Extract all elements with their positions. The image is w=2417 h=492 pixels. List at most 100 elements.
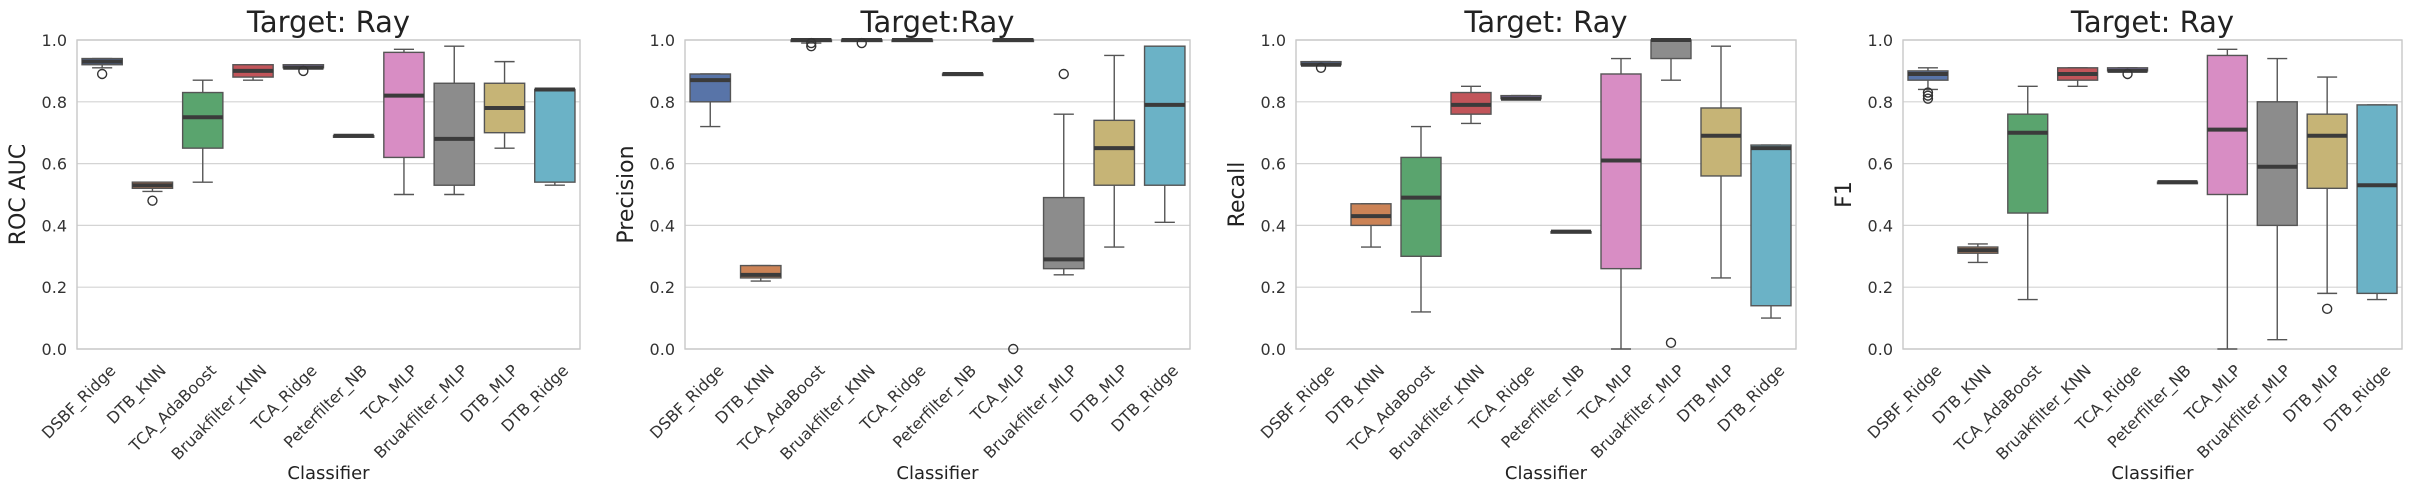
x-tick-label: TCA_AdaBoost bbox=[1950, 361, 2046, 457]
box-tca-ridge bbox=[2106, 67, 2149, 80]
box-tca-ridge bbox=[891, 38, 934, 43]
x-tick-label: DSBF_Ridge bbox=[38, 361, 120, 443]
outlier-point bbox=[1922, 87, 1934, 98]
x-tick-label: TCA_AdaBoost bbox=[125, 361, 221, 457]
box-dtb-knn bbox=[1957, 243, 1999, 264]
box-dtb-mlp bbox=[2306, 76, 2348, 315]
iqr-box bbox=[534, 88, 576, 183]
chart-title: Target: Ray bbox=[1463, 5, 1627, 39]
iqr-box bbox=[2256, 101, 2298, 227]
x-tick-label: TCA_AdaBoost bbox=[733, 361, 829, 457]
iqr-box bbox=[2007, 113, 2049, 214]
x-axis-label: Classifier bbox=[896, 463, 979, 484]
box-dtb-ridge bbox=[1750, 144, 1792, 319]
outlier-point bbox=[147, 195, 158, 206]
box-dsbf-ridge bbox=[1300, 60, 1342, 74]
outlier-point bbox=[1922, 90, 1934, 101]
outlier-point bbox=[1008, 343, 1019, 355]
box-dtb-knn bbox=[1350, 203, 1392, 248]
iqr-box bbox=[1042, 196, 1085, 270]
outlier-point bbox=[2321, 303, 2333, 315]
box-tca-adaboost bbox=[181, 79, 224, 183]
box-dtb-knn bbox=[131, 181, 174, 206]
y-tick-label: 0.2 bbox=[42, 278, 67, 297]
x-axis-label: Classifier bbox=[2111, 463, 2194, 484]
y-tick-label: 0.4 bbox=[650, 216, 675, 235]
box-tca-ridge bbox=[1500, 94, 1542, 101]
box-dsbf-ridge bbox=[81, 57, 123, 80]
y-tick-label: 1.0 bbox=[1868, 31, 1893, 50]
outlier-point bbox=[1665, 337, 1677, 349]
iqr-box bbox=[2206, 54, 2249, 196]
iqr-box bbox=[1400, 156, 1442, 257]
y-axis-label: ROC AUC bbox=[6, 144, 31, 245]
iqr-box bbox=[2356, 104, 2398, 295]
box-bruakfilter-mlp bbox=[433, 45, 476, 196]
plot-frame bbox=[684, 39, 1191, 350]
box-peterfilter-nb bbox=[2156, 180, 2199, 185]
iqr-box bbox=[181, 91, 224, 149]
iqr-box bbox=[1650, 39, 1692, 60]
y-tick-label: 0.8 bbox=[42, 93, 67, 112]
iqr-box bbox=[1750, 144, 1792, 307]
y-tick-label: 0.4 bbox=[42, 216, 67, 235]
y-tick-label: 0.0 bbox=[650, 340, 675, 359]
box-tca-mlp bbox=[1600, 57, 1642, 350]
box-tca-ridge bbox=[282, 64, 325, 77]
box-peterfilter-nb bbox=[941, 71, 984, 77]
box-dtb-mlp bbox=[1700, 45, 1742, 279]
y-tick-label: 1.0 bbox=[650, 31, 675, 50]
y-axis-label: Recall bbox=[1225, 162, 1250, 228]
chart-panel-4: 0.00.20.40.60.81.0DSBF_RidgeDTB_KNNTCA_A… bbox=[1832, 5, 2403, 484]
chart-title: Target:Ray bbox=[860, 5, 1015, 39]
box-tca-mlp bbox=[383, 48, 425, 196]
y-tick-label: 0.6 bbox=[1261, 155, 1286, 174]
outlier-point bbox=[806, 37, 817, 49]
y-tick-label: 0.2 bbox=[1868, 278, 1893, 297]
box-tca-mlp bbox=[992, 38, 1035, 355]
box-bruakfilter-mlp bbox=[2256, 57, 2298, 341]
y-tick-label: 0.8 bbox=[650, 93, 675, 112]
box-dtb-ridge bbox=[534, 87, 576, 186]
outlier-point bbox=[1315, 62, 1327, 74]
box-tca-adaboost bbox=[790, 37, 833, 52]
box-bruakfilter-mlp bbox=[1042, 68, 1085, 276]
x-axis-label: Classifier bbox=[1505, 463, 1588, 484]
x-axis-label: Classifier bbox=[287, 463, 370, 484]
box-dtb-mlp bbox=[483, 60, 526, 149]
box-tca-adaboost bbox=[1400, 125, 1442, 313]
y-tick-label: 1.0 bbox=[42, 31, 67, 50]
y-tick-label: 0.0 bbox=[42, 340, 67, 359]
y-tick-label: 0.0 bbox=[1868, 340, 1893, 359]
box-tca-adaboost bbox=[2007, 85, 2049, 301]
box-bruakfilter-knn bbox=[232, 64, 274, 81]
outlier-point bbox=[1058, 68, 1069, 80]
y-tick-label: 0.0 bbox=[1261, 340, 1286, 359]
outlier-point bbox=[96, 68, 108, 80]
x-tick-label: DSBF_Ridge bbox=[1257, 361, 1339, 443]
iqr-box bbox=[1700, 107, 1742, 177]
y-tick-label: 0.2 bbox=[1261, 278, 1286, 297]
box-peterfilter-nb bbox=[332, 133, 375, 138]
box-peterfilter-nb bbox=[1550, 229, 1592, 234]
outlier-point bbox=[298, 65, 309, 77]
y-tick-label: 0.6 bbox=[650, 155, 675, 174]
iqr-box bbox=[383, 51, 425, 159]
y-tick-label: 0.6 bbox=[1868, 155, 1893, 174]
chart-panel-2: 0.00.20.40.60.81.0DSBF_RidgeDTB_KNNTCA_A… bbox=[614, 5, 1191, 484]
box-bruakfilter-knn bbox=[1450, 85, 1492, 125]
outlier-point bbox=[806, 40, 817, 52]
chart-title: Target: Ray bbox=[2070, 5, 2234, 39]
box-dtb-knn bbox=[739, 264, 782, 282]
outlier-point bbox=[856, 37, 867, 49]
box-dtb-ridge bbox=[1143, 45, 1186, 224]
plot-frame bbox=[1902, 39, 2403, 350]
box-bruakfilter-mlp bbox=[1650, 38, 1692, 349]
box-dsbf-ridge bbox=[1907, 67, 1949, 104]
iqr-box bbox=[1093, 119, 1136, 186]
x-tick-label: TCA_AdaBoost bbox=[1343, 361, 1439, 457]
y-tick-label: 0.8 bbox=[1261, 93, 1286, 112]
plot-frame bbox=[76, 39, 581, 350]
x-tick-label: DSBF_Ridge bbox=[1864, 361, 1946, 443]
